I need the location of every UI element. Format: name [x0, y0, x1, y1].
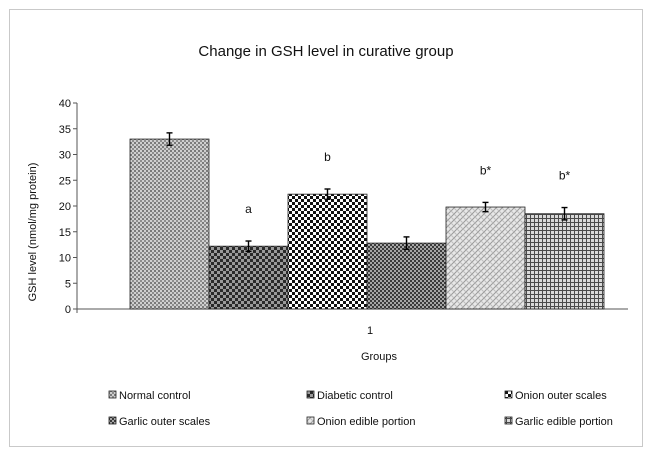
legend: Normal control Diabetic control Onion oute… [108, 390, 613, 428]
bar-garlic-outer-scales [366, 242, 447, 310]
y-axis-title: GSH level (nmol/mg protein) [27, 163, 39, 302]
legend-label: Onion edible portion [317, 416, 415, 428]
bar-onion-outer-scales [287, 193, 368, 310]
bar-annotation: b* [559, 169, 571, 183]
chart-title: Change in GSH level in curative group [198, 43, 453, 60]
y-tick-label: 35 [59, 124, 71, 136]
chart-frame: Change in GSH level in curative group 0 5… [9, 9, 643, 447]
chart-svg: Change in GSH level in curative group 0 5… [27, 43, 628, 428]
y-axis: 0 5 10 15 20 25 30 35 40 [59, 98, 78, 316]
y-tick-label: 15 [59, 227, 71, 239]
bar-annotation: a [245, 202, 252, 216]
y-tick-label: 25 [59, 175, 71, 187]
bars [129, 132, 605, 310]
bar-normal-control [129, 138, 210, 310]
y-tick-label: 40 [59, 98, 71, 110]
legend-item: Onion outer scales [504, 390, 607, 402]
legend-item: Garlic outer scales [108, 416, 211, 428]
legend-label: Garlic outer scales [119, 416, 211, 428]
legend-label: Garlic edible portion [515, 416, 613, 428]
bar-annotation: b [324, 150, 331, 164]
y-tick-label: 30 [59, 150, 71, 162]
x-tick-label: 1 [367, 325, 373, 337]
x-axis: 1 [76, 308, 628, 337]
bar-garlic-edible-portion [524, 213, 605, 310]
legend-swatch [504, 416, 513, 425]
bar-diabetic-control [208, 245, 289, 310]
legend-label: Diabetic control [317, 390, 393, 402]
legend-swatch [306, 390, 315, 399]
bar-onion-edible-portion [445, 206, 526, 310]
legend-label: Normal control [119, 390, 191, 402]
legend-item: Garlic edible portion [504, 416, 613, 428]
legend-swatch [306, 416, 315, 425]
y-tick-label: 10 [59, 253, 71, 265]
y-tick-label: 0 [65, 304, 71, 316]
legend-item: Normal control [108, 390, 191, 402]
bar-annotations: a b b* b* [245, 150, 570, 216]
x-axis-title: Groups [361, 351, 398, 363]
legend-swatch [504, 390, 513, 399]
bar-annotation: b* [480, 163, 492, 177]
y-tick-label: 5 [65, 278, 71, 290]
legend-swatch [108, 416, 117, 425]
legend-item: Diabetic control [306, 390, 393, 402]
y-tick-label: 20 [59, 201, 71, 213]
legend-swatch [108, 390, 117, 399]
legend-item: Onion edible portion [306, 416, 415, 428]
legend-label: Onion outer scales [515, 390, 607, 402]
